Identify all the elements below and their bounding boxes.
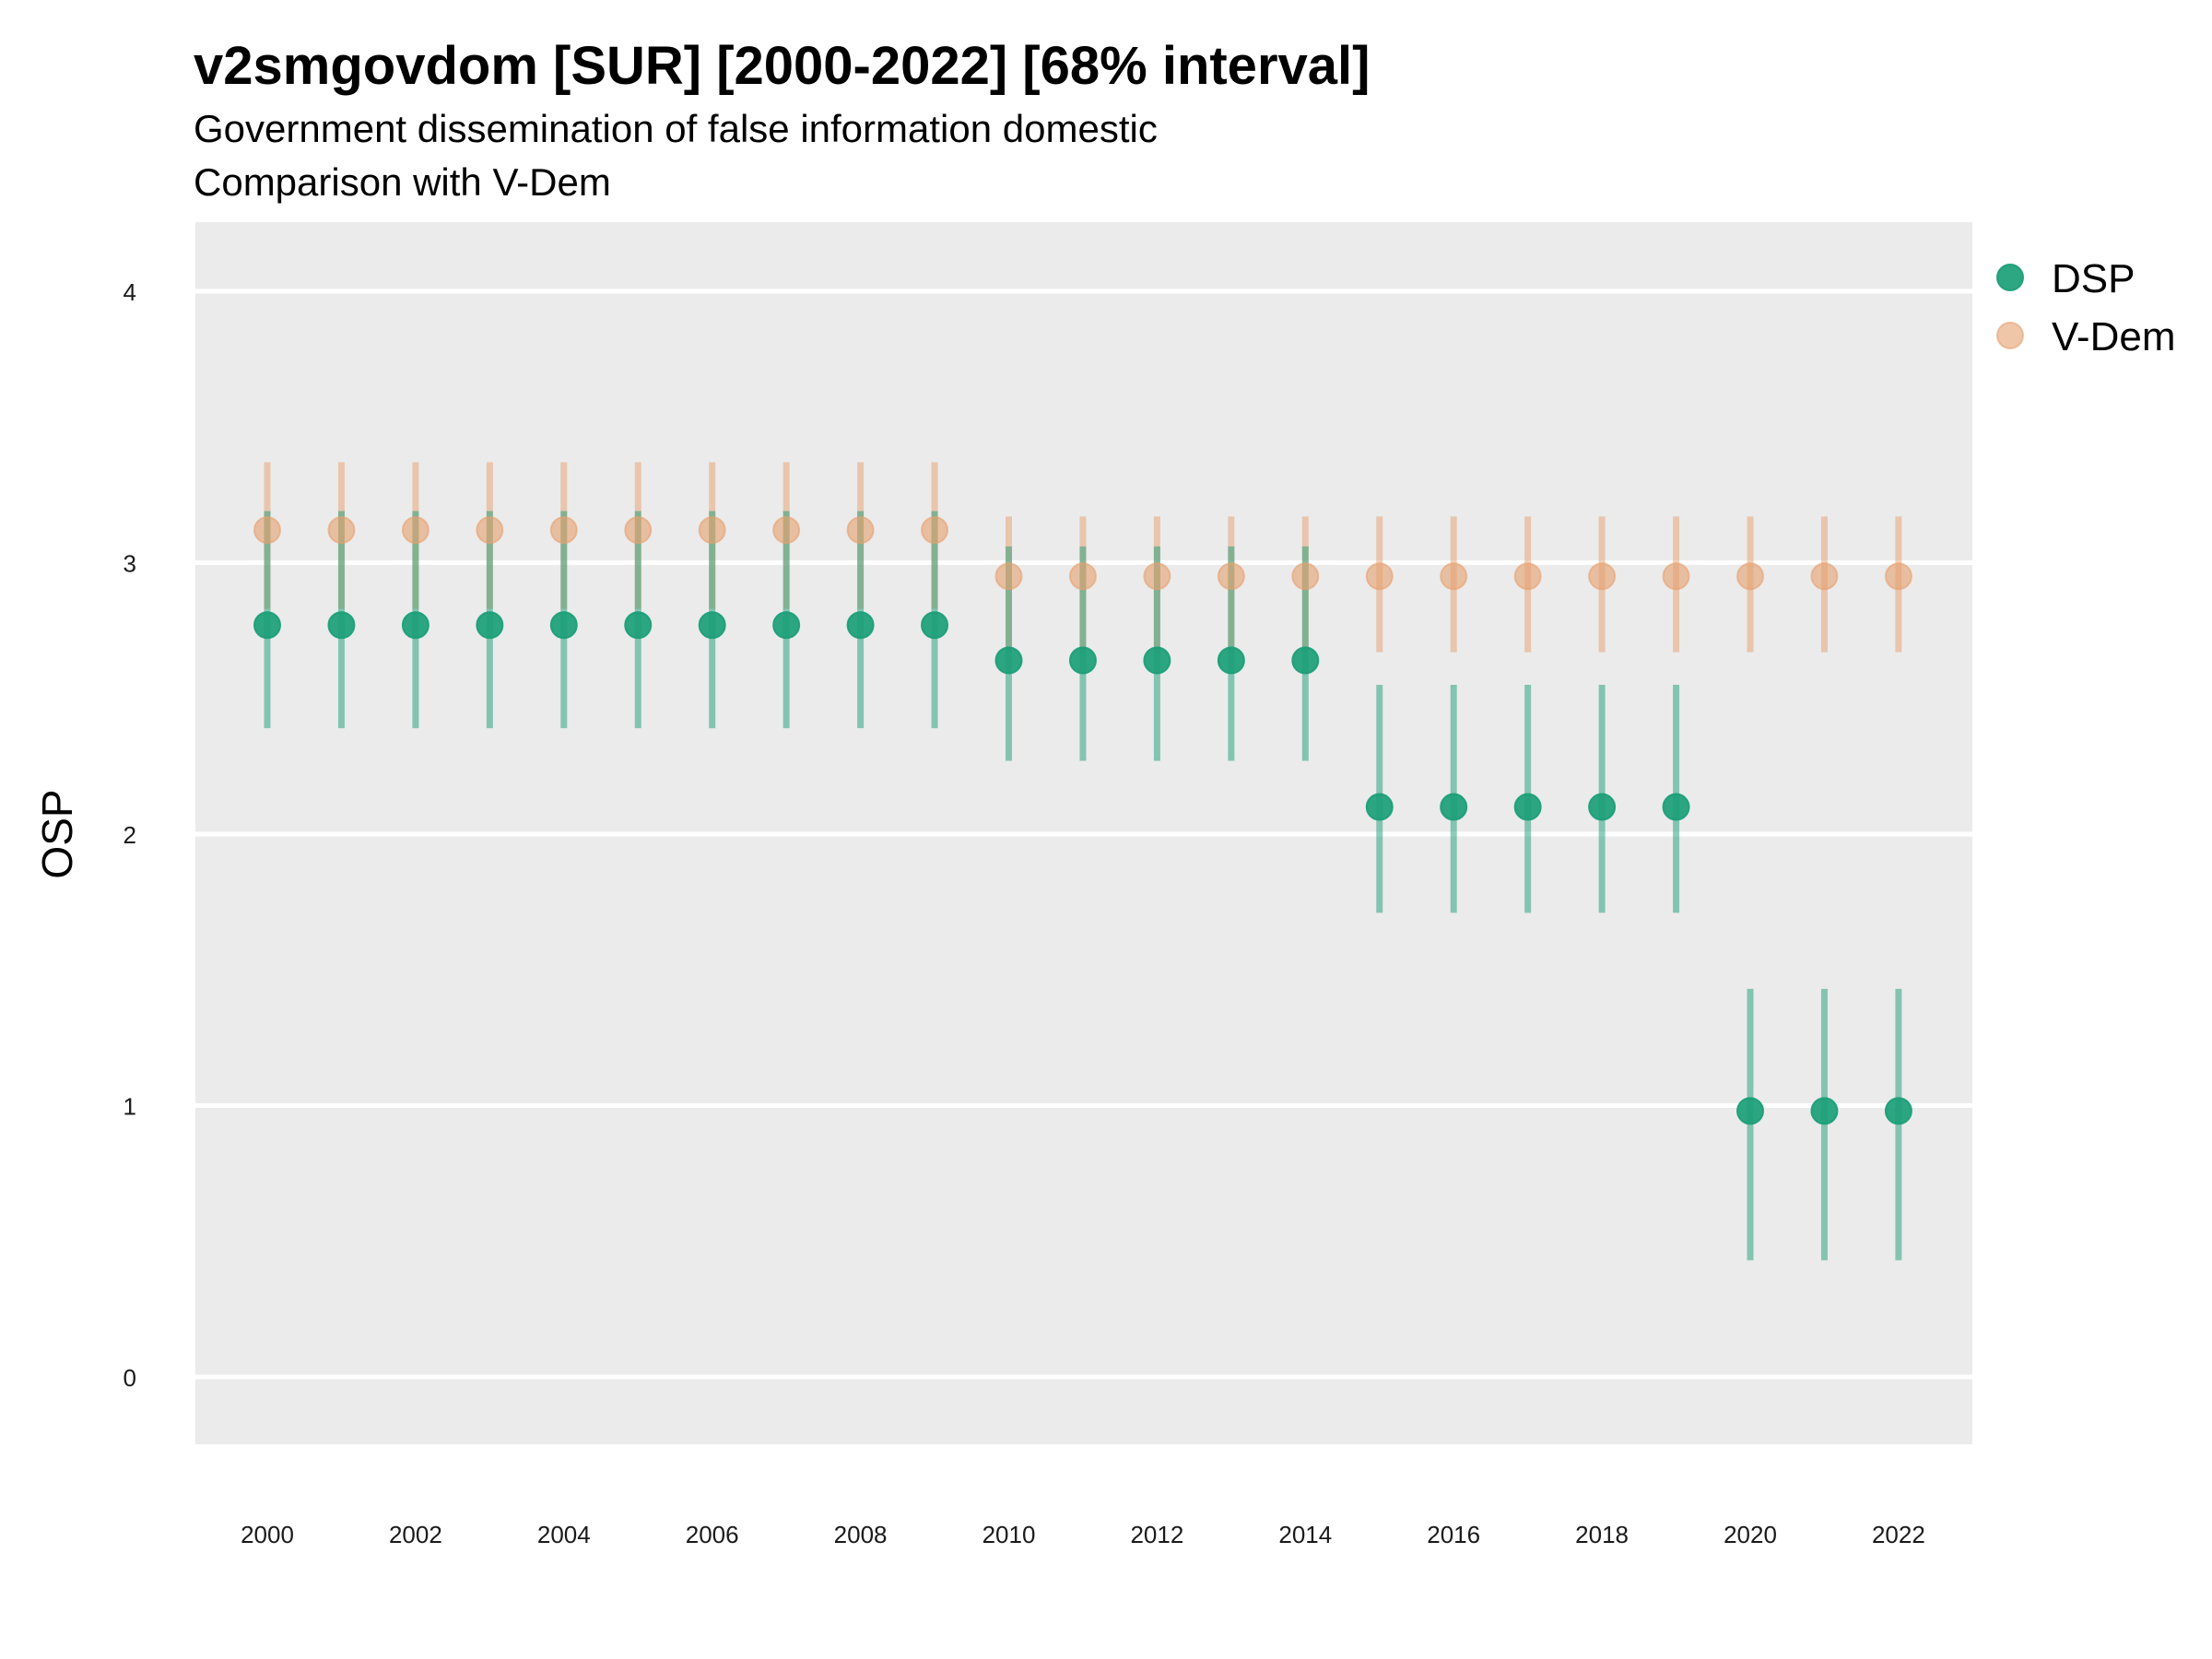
v-dem-point (1291, 562, 1320, 591)
v-dem-point (476, 516, 504, 545)
dsp-point (772, 611, 801, 640)
v-dem-point (698, 516, 726, 545)
dsp-point (476, 611, 504, 640)
dsp-point (1884, 1097, 1912, 1125)
legend: DSP V-Dem (1996, 256, 2175, 359)
x-tick-label: 2004 (537, 1521, 591, 1548)
dsp-point (549, 611, 578, 640)
dsp-point (698, 611, 726, 640)
v-dem-point (1217, 562, 1245, 591)
dsp-point (1365, 793, 1394, 821)
x-tick-label: 2010 (982, 1521, 1036, 1548)
v-dem-point (921, 516, 949, 545)
y-tick-label: 2 (124, 821, 136, 849)
x-tick-label: 2022 (1872, 1521, 1925, 1548)
dsp-point (1291, 646, 1320, 675)
v-dem-point (549, 516, 578, 545)
v-dem-point (624, 516, 653, 545)
v-dem-point (1143, 562, 1171, 591)
dsp-point (1440, 793, 1468, 821)
x-tick-label: 2006 (686, 1521, 739, 1548)
y-axis-ticks: 0 1 2 3 4 (124, 278, 136, 1392)
y-tick-label: 1 (124, 1093, 136, 1121)
dsp-point (624, 611, 653, 640)
v-dem-point (1513, 562, 1542, 591)
dsp-point (1736, 1097, 1764, 1125)
y-tick-label: 0 (124, 1364, 136, 1392)
dsp-point (327, 611, 356, 640)
v-dem-point (1810, 562, 1839, 591)
x-axis-ticks: 2000 2002 2004 2006 2008 2010 2012 2014 2016 2018… (241, 1521, 1925, 1548)
v-dem-point (1662, 562, 1690, 591)
dsp-point (1662, 793, 1690, 821)
dsp-point (1217, 646, 1245, 675)
dsp-point (1513, 793, 1542, 821)
legend-label: V-Dem (2052, 314, 2175, 359)
x-tick-label: 2014 (1278, 1521, 1332, 1548)
dsp-point (253, 611, 281, 640)
dsp-point (846, 611, 875, 640)
dsp-point (1588, 793, 1617, 821)
v-dem-point (772, 516, 801, 545)
x-tick-label: 2016 (1427, 1521, 1480, 1548)
dsp-point (1810, 1097, 1839, 1125)
v-dem-point (327, 516, 356, 545)
chart-subtitle: Government dissemination of false inform… (194, 107, 1158, 150)
v-dem-point (1588, 562, 1617, 591)
legend-label: DSP (2052, 256, 2135, 301)
x-tick-label: 2018 (1575, 1521, 1629, 1548)
y-tick-label: 4 (124, 278, 136, 306)
x-tick-label: 2020 (1724, 1521, 1777, 1548)
dsp-point (1068, 646, 1097, 675)
y-tick-label: 3 (124, 550, 136, 578)
x-tick-label: 2002 (389, 1521, 442, 1548)
v-dem-point (1068, 562, 1097, 591)
legend-key (1996, 264, 2024, 291)
v-dem-point (1736, 562, 1764, 591)
y-axis-title: OSP (33, 789, 81, 878)
v-dem-point (994, 562, 1023, 591)
legend-key (1996, 322, 2024, 349)
dsp-point (921, 611, 949, 640)
x-tick-label: 2000 (241, 1521, 294, 1548)
v-dem-point (1884, 562, 1912, 591)
chart-title: v2smgovdom [SUR] [2000-2022] [68% interv… (194, 36, 1371, 96)
chart-subtitle-comparison: Comparison with V-Dem (194, 160, 611, 204)
dsp-point (1143, 646, 1171, 675)
v-dem-point (1440, 562, 1468, 591)
dsp-point (994, 646, 1023, 675)
v-dem-point (846, 516, 875, 545)
v-dem-point (253, 516, 281, 545)
x-tick-label: 2012 (1130, 1521, 1183, 1548)
v-dem-point (401, 516, 429, 545)
data-points (253, 516, 1912, 1125)
dsp-point (401, 611, 429, 640)
x-tick-label: 2008 (834, 1521, 888, 1548)
v-dem-point (1365, 562, 1394, 591)
